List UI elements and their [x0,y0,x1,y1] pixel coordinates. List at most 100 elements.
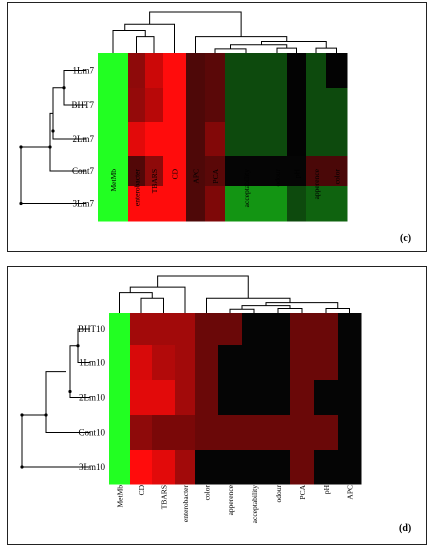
heatmap-cell [128,88,146,123]
heatmap-cell [186,53,206,89]
heatmap-cell [242,313,267,346]
heatmap-cell [290,345,315,381]
dendrogram-node [76,344,80,348]
column-label: CD [171,168,180,179]
heatmap-cell [287,156,307,187]
heatmap-cell [267,156,288,187]
column-label: APC [192,169,201,184]
heatmap-cell [145,186,164,222]
top-dendrogram-branch [136,36,155,53]
column-label: odour [273,169,282,187]
heatmap-cell [130,380,153,416]
heatmap-cell [314,450,339,485]
left-dendrogram-branch [20,146,86,204]
row-label: BHT10 [78,324,106,334]
top-dendrogram-branch [230,44,288,49]
heatmap-cell [109,345,131,381]
heatmap-cell [163,186,187,222]
heatmap-cell [128,122,146,157]
heatmap-cell [163,122,187,157]
heatmap-cell [266,450,291,485]
heatmap-cell [98,186,129,222]
column-label: color [203,485,212,501]
heatmap-cell [175,450,196,485]
left-dendrogram-branch [52,87,86,140]
heatmap-cell [314,345,339,381]
panel-label-c: (c) [400,233,412,244]
heatmap-cell [163,156,187,187]
heatmap-cell [225,186,268,222]
heatmap-cell [290,313,315,346]
heatmap-cell [152,450,176,485]
heatmap-cell [175,313,196,346]
heatmap-cell [98,156,129,187]
heatmap-cell [186,156,206,187]
heatmap-cell [145,122,164,157]
heatmap-cell [338,450,362,485]
column-label: color [333,169,342,185]
column-label: apperence [226,484,235,515]
heatmap-cell [98,53,129,89]
heatmap-cell [152,313,176,346]
column-label: apperence [312,168,321,199]
heatmap-cell [225,156,268,187]
heatmap-cell [218,345,243,381]
heatmap-cell [205,88,226,123]
top-dendrogram-branch [261,41,327,49]
heatmap-cell [306,53,327,89]
heatmap-cell [338,313,362,346]
top-dendrogram-branch [206,297,291,313]
heatmap-cell [287,186,307,222]
heatmap-cell [218,313,243,346]
column-label: PCA [211,168,220,183]
heatmap-cell [130,415,153,451]
top-dendrogram-branch [315,47,337,53]
heatmap-cell [145,88,164,123]
heatmap-cell [266,415,291,451]
column-label: CD [137,484,146,495]
heatmap-cell [152,415,176,451]
heatmap-cell [242,415,267,451]
heatmap-cell [267,122,288,157]
column-label: TBARS [160,485,169,509]
heatmap-cell [290,450,315,485]
top-dendrogram-branch [276,47,297,53]
row-label: 2Lm10 [79,393,105,403]
heatmap-cell [314,313,339,346]
heatmap-cell [195,313,219,346]
top-dendrogram-branch [241,305,291,310]
left-dendrogram-branch [21,414,90,468]
column-label: pH [293,168,302,178]
column-label: acceptability [250,485,259,524]
heatmap-cell [163,88,187,123]
heatmap-cell [287,53,307,89]
heatmap-cell [267,53,288,89]
top-dendrogram-branch [214,48,247,53]
heatmap-cell [152,345,176,381]
heatmap-cell [128,53,146,89]
heatmap-cell [242,380,267,416]
heatmap-cell [218,450,243,485]
heatmap-cell [326,53,348,89]
heatmap-cell [267,186,288,222]
heatmap-cell [306,186,327,222]
heatmap-cell [326,186,348,222]
dendrogram-node [48,145,52,149]
left-dendrogram-branch [45,371,90,433]
heatmap-cell [163,53,187,89]
heatmap-d-svg: BHT10 1Lm10 2Lm10 Cont10 3Lm10 MetMb CD TBARS en… [20,275,362,524]
heatmap-cell [218,380,243,416]
heatmap-cell [326,88,348,123]
heatmap-cell [195,450,219,485]
top-dendrogram-branch [119,292,153,313]
heatmap-cell [314,380,339,416]
column-label: pH [322,484,331,494]
dendrogram-node [19,145,23,149]
column-label: PCA [298,484,307,499]
heatmap-cell [266,345,291,381]
dendrogram-node [20,413,24,417]
heatmap-cell [290,380,315,416]
heatmap-cell [326,122,348,157]
heatmap-cell [109,313,131,346]
